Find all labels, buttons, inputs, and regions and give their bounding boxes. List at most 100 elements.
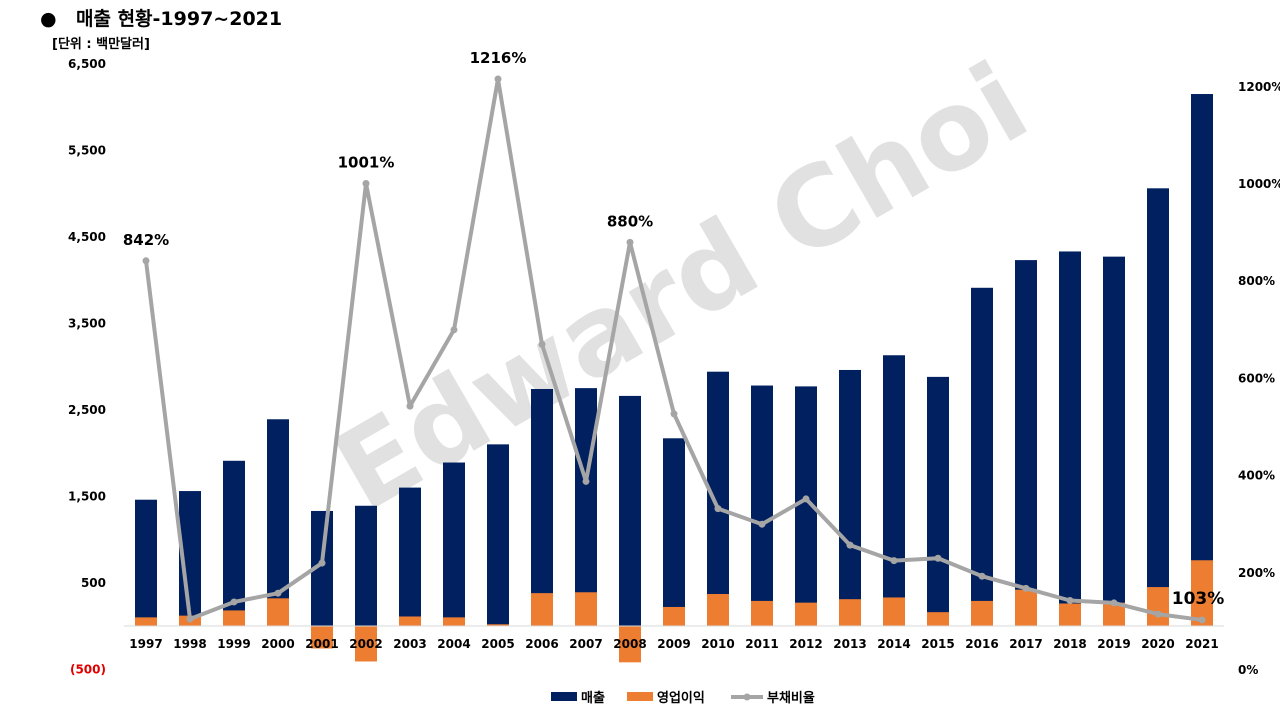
revenue-bar bbox=[575, 388, 597, 626]
revenue-bar bbox=[1015, 260, 1037, 626]
x-tick-label: 2001 bbox=[305, 637, 338, 651]
revenue-bar bbox=[839, 369, 861, 626]
revenue-bar bbox=[1103, 256, 1125, 626]
operating-profit-bar bbox=[1059, 603, 1081, 626]
chart-title: 매출 현황-1997~2021 bbox=[76, 7, 282, 30]
annotations: 842% 1001% 1216% 880% 103% bbox=[123, 49, 1224, 609]
operating-profit-bar bbox=[487, 624, 509, 626]
operating-profit-bar bbox=[971, 600, 993, 626]
debt-ratio-point bbox=[362, 180, 370, 188]
x-tick-label: 2017 bbox=[1009, 637, 1042, 651]
operating-profit-bar bbox=[927, 612, 949, 626]
x-tick-label: 2021 bbox=[1185, 637, 1218, 651]
y-left-tick-label: 1,500 bbox=[68, 489, 106, 503]
operating-profit-bar bbox=[839, 599, 861, 626]
x-axis: 1997 1998 1999 2000 2001 2002 2003 2004 2005 2006… bbox=[129, 637, 1218, 651]
operating-profit-bar bbox=[311, 626, 333, 649]
x-tick-label: 2018 bbox=[1053, 637, 1086, 651]
debt-ratio-point bbox=[846, 541, 854, 549]
revenue-bar bbox=[399, 487, 421, 626]
revenue-bar bbox=[223, 460, 245, 626]
x-tick-label: 2008 bbox=[613, 637, 646, 651]
legend-swatch bbox=[627, 692, 653, 701]
revenue-bar bbox=[663, 438, 685, 626]
y-right-tick-label: 800% bbox=[1238, 274, 1275, 288]
y-right-tick-label: 400% bbox=[1238, 469, 1275, 483]
x-tick-label: 2003 bbox=[393, 637, 426, 651]
operating-profit-bar bbox=[531, 593, 553, 626]
x-tick-label: 1997 bbox=[129, 637, 162, 651]
y-left-tick-label: 5,500 bbox=[68, 143, 106, 157]
operating-profit-bar bbox=[267, 598, 289, 626]
revenue-bar bbox=[1191, 94, 1213, 626]
x-tick-label: 2015 bbox=[921, 637, 954, 651]
revenue-bar bbox=[927, 376, 949, 626]
x-tick-label: 2013 bbox=[833, 637, 866, 651]
unit-label: [단위 : 백만달러] bbox=[52, 36, 150, 52]
revenue-bar bbox=[531, 388, 553, 626]
operating-profit-bar bbox=[883, 597, 905, 626]
x-tick-label: 2006 bbox=[525, 637, 558, 651]
operating-profit-bar bbox=[663, 606, 685, 626]
debt-ratio-point bbox=[142, 257, 150, 265]
annotation-label: 1001% bbox=[338, 154, 395, 172]
debt-ratio-point bbox=[802, 495, 810, 503]
debt-ratio-point bbox=[230, 598, 238, 606]
x-tick-label: 2002 bbox=[349, 637, 382, 651]
debt-ratio-point bbox=[406, 402, 414, 410]
y-left-tick-label: 4,500 bbox=[68, 230, 106, 244]
x-tick-label: 2010 bbox=[701, 637, 734, 651]
x-tick-label: 2007 bbox=[569, 637, 602, 651]
revenue-bar bbox=[311, 510, 333, 626]
x-tick-label: 2016 bbox=[965, 637, 998, 651]
debt-ratio-point bbox=[758, 520, 766, 528]
operating-profit-bar bbox=[1147, 587, 1169, 626]
debt-ratio-point bbox=[1022, 584, 1030, 592]
operating-profit-bar bbox=[707, 593, 729, 626]
debt-ratio-point bbox=[318, 559, 326, 567]
revenue-bar bbox=[883, 355, 905, 626]
legend-swatch bbox=[551, 692, 577, 701]
operating-profit-bar bbox=[399, 616, 421, 626]
legend-label: 부채비율 bbox=[767, 690, 815, 706]
operating-profit-bar bbox=[575, 592, 597, 626]
operating-profit-bar bbox=[355, 626, 377, 662]
operating-profit-bar bbox=[223, 610, 245, 626]
y-right-tick-label: 600% bbox=[1238, 371, 1275, 385]
annotation-label: 842% bbox=[123, 231, 169, 249]
y-left-tick-label: 3,500 bbox=[68, 316, 106, 330]
legend-swatch-marker bbox=[743, 693, 751, 701]
legend: 매출 영업이익 부채비율 bbox=[551, 690, 815, 706]
debt-ratio-point bbox=[494, 75, 502, 83]
y-left-tick-label: 500 bbox=[81, 576, 106, 590]
y-left-tick-label: 2,500 bbox=[68, 403, 106, 417]
y-right-tick-label: 1200% bbox=[1238, 80, 1280, 94]
operating-profit-bar bbox=[619, 626, 641, 663]
operating-profit-bar bbox=[795, 602, 817, 626]
x-tick-label: 2005 bbox=[481, 637, 514, 651]
series-revenue-bars bbox=[135, 94, 1213, 626]
legend-label: 영업이익 bbox=[657, 690, 705, 706]
x-tick-label: 2020 bbox=[1141, 637, 1174, 651]
debt-ratio-point bbox=[1066, 597, 1074, 605]
y-axis-left: 6,500 5,500 4,500 3,500 2,500 1,500 500 (500) bbox=[68, 57, 106, 677]
operating-profit-bar bbox=[135, 617, 157, 626]
revenue-bar bbox=[135, 499, 157, 626]
debt-ratio-point bbox=[978, 572, 986, 580]
y-right-tick-label: 200% bbox=[1238, 566, 1275, 580]
legend-label: 매출 bbox=[581, 690, 605, 706]
revenue-bar bbox=[707, 371, 729, 626]
debt-ratio-point bbox=[1154, 610, 1162, 618]
x-tick-label: 2012 bbox=[789, 637, 822, 651]
y-left-tick-label: 6,500 bbox=[68, 57, 106, 71]
debt-ratio-point bbox=[274, 589, 282, 597]
revenue-bar bbox=[1059, 251, 1081, 626]
revenue-bar bbox=[1147, 188, 1169, 626]
x-tick-label: 2019 bbox=[1097, 637, 1130, 651]
y-right-tick-label: 0% bbox=[1238, 663, 1258, 677]
debt-ratio-point bbox=[1110, 599, 1118, 607]
debt-ratio-point bbox=[626, 238, 634, 246]
debt-ratio-point bbox=[450, 326, 458, 334]
y-left-tick-label: (500) bbox=[70, 662, 106, 676]
